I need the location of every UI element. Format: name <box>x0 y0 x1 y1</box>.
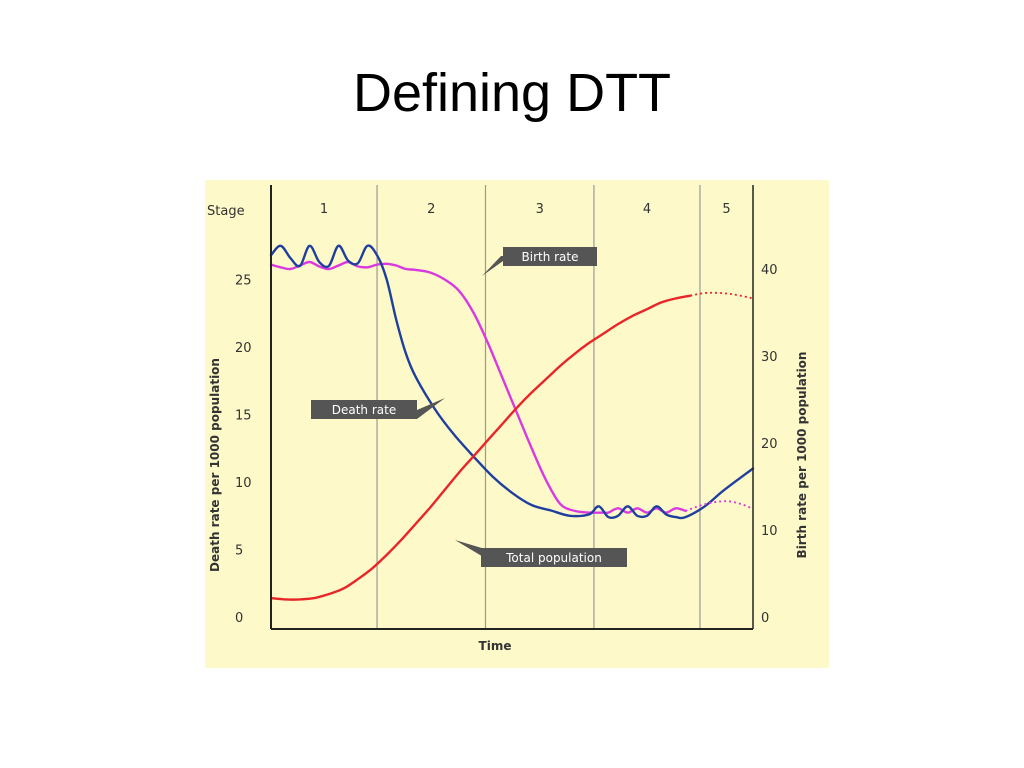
y-right-tick-40: 40 <box>761 263 778 278</box>
y-left-tick-15: 15 <box>235 409 252 424</box>
y-left-tick-25: 25 <box>235 274 252 289</box>
total-population-label: Total population <box>505 551 602 565</box>
total-population-label-pointer <box>455 540 485 558</box>
stage-label: Stage <box>207 204 245 219</box>
y-axis-right-title: Birth rate per 1000 population <box>795 352 809 559</box>
death-rate-label-box <box>311 400 417 419</box>
y-right-tick-30: 30 <box>761 350 778 365</box>
y-left-tick-10: 10 <box>235 476 252 491</box>
stage-number-1: 1 <box>320 202 328 217</box>
stage-number-2: 2 <box>427 202 435 217</box>
y-left-tick-20: 20 <box>235 341 252 356</box>
y-right-tick-0: 0 <box>761 611 769 626</box>
birth-rate-projection <box>685 500 754 512</box>
birth-rate-line <box>269 260 687 515</box>
total-population-label-box <box>481 548 627 567</box>
stage-number-3: 3 <box>536 202 544 217</box>
stage-number-4: 4 <box>643 202 651 217</box>
death-rate-label-pointer <box>417 398 445 419</box>
slide-title: Defining DTT <box>352 63 672 123</box>
y-left-tick-5: 5 <box>235 544 243 559</box>
y-left-tick-0: 0 <box>235 611 243 626</box>
death-rate-line <box>269 244 755 520</box>
total-population-line <box>269 294 692 601</box>
birth-rate-label-box <box>503 247 597 266</box>
y-right-tick-20: 20 <box>761 437 778 452</box>
x-axis-title: Time <box>479 639 512 653</box>
y-right-tick-10: 10 <box>761 524 778 539</box>
stage-number-5: 5 <box>722 202 730 217</box>
y-axis-left-title: Death rate per 1000 population <box>208 358 222 572</box>
death-rate-label: Death rate <box>332 403 396 417</box>
birth-rate-label: Birth rate <box>522 250 579 264</box>
